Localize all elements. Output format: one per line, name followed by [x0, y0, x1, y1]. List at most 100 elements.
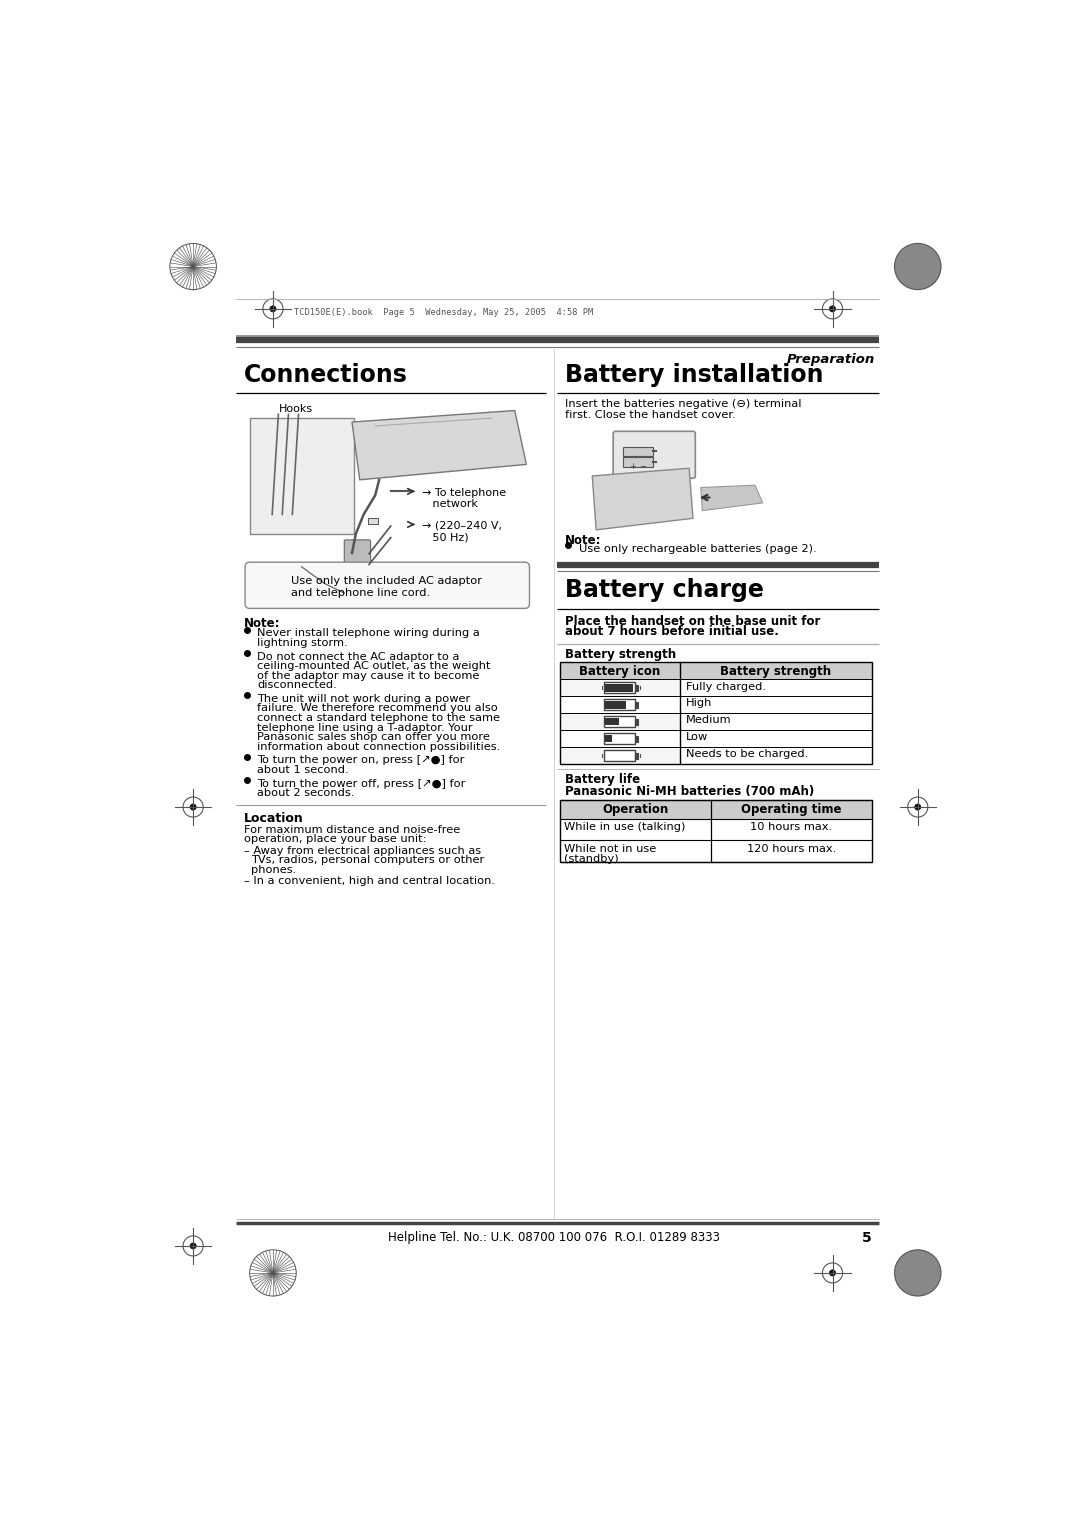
Text: → (220–240 V,
   50 Hz): → (220–240 V, 50 Hz) [422, 521, 502, 542]
Circle shape [894, 243, 941, 290]
Text: Panasonic Ni-MH batteries (700 mAh): Panasonic Ni-MH batteries (700 mAh) [565, 785, 814, 798]
Bar [679, 697, 872, 714]
Text: Medium: Medium [686, 715, 731, 726]
Text: Hooks: Hooks [279, 405, 312, 414]
Text: +: + [629, 461, 635, 471]
Bar [559, 801, 872, 862]
Bar [559, 697, 679, 714]
Text: first. Close the handset cover.: first. Close the handset cover. [565, 410, 735, 420]
Text: Battery installation: Battery installation [565, 362, 824, 387]
Text: (standby): (standby) [565, 854, 619, 863]
Bar [635, 753, 638, 758]
Text: disconnected.: disconnected. [257, 680, 337, 691]
Circle shape [829, 1270, 836, 1276]
Text: about 2 seconds.: about 2 seconds. [257, 788, 355, 798]
Text: Low: Low [686, 732, 708, 743]
Bar [604, 733, 635, 744]
Bar [559, 680, 679, 697]
FancyBboxPatch shape [249, 419, 354, 533]
Bar [604, 683, 635, 694]
Text: – Away from electrical appliances such as: – Away from electrical appliances such a… [243, 845, 481, 856]
FancyBboxPatch shape [245, 562, 529, 608]
Text: about 7 hours before initial use.: about 7 hours before initial use. [565, 625, 779, 639]
Text: The unit will not work during a power: The unit will not work during a power [257, 694, 471, 704]
Bar [559, 730, 679, 747]
Bar [711, 840, 872, 862]
Bar [559, 662, 872, 764]
Circle shape [829, 306, 836, 312]
Text: Note:: Note: [565, 533, 602, 547]
FancyBboxPatch shape [613, 431, 696, 478]
Text: To turn the power off, press [↗●] for: To turn the power off, press [↗●] for [257, 779, 465, 788]
Bar [559, 714, 679, 730]
Bar [679, 730, 872, 747]
Bar [606, 685, 611, 692]
Bar [679, 662, 872, 680]
Bar [604, 750, 635, 761]
Text: −: − [639, 461, 647, 471]
Text: 120 hours max.: 120 hours max. [746, 843, 836, 854]
Text: Operation: Operation [603, 804, 669, 816]
Text: Battery strength: Battery strength [720, 665, 832, 677]
Bar [623, 446, 652, 455]
Text: failure. We therefore recommend you also: failure. We therefore recommend you also [257, 703, 498, 714]
Polygon shape [592, 468, 693, 530]
Text: High: High [686, 698, 713, 709]
Text: Needs to be charged.: Needs to be charged. [686, 749, 808, 759]
Text: Do not connect the AC adaptor to a: Do not connect the AC adaptor to a [257, 651, 460, 662]
Text: 10 hours max.: 10 hours max. [751, 822, 833, 833]
Bar [559, 662, 679, 680]
Text: Panasonic sales shop can offer you more: Panasonic sales shop can offer you more [257, 732, 490, 743]
Text: Fully charged.: Fully charged. [686, 681, 766, 692]
Text: Use only rechargeable batteries (page 2).: Use only rechargeable batteries (page 2)… [579, 544, 816, 553]
Text: Battery icon: Battery icon [579, 665, 660, 677]
Bar [635, 720, 638, 724]
Bar [559, 819, 711, 840]
Bar [367, 518, 378, 524]
FancyBboxPatch shape [345, 539, 370, 565]
Text: Insert the batteries negative (⊖) terminal: Insert the batteries negative (⊖) termin… [565, 399, 801, 410]
Text: connect a standard telephone to the same: connect a standard telephone to the same [257, 714, 500, 723]
Bar [606, 701, 611, 709]
Bar [679, 680, 872, 697]
Text: Connections: Connections [243, 362, 407, 387]
Text: TVs, radios, personal computers or other: TVs, radios, personal computers or other [252, 856, 485, 865]
Text: 5: 5 [862, 1230, 872, 1245]
Text: Note:: Note: [243, 617, 280, 630]
Text: For maximum distance and noise-free: For maximum distance and noise-free [243, 825, 460, 834]
Bar [604, 700, 635, 711]
Text: Battery life: Battery life [565, 773, 640, 787]
Bar [635, 703, 638, 707]
Bar [711, 801, 872, 819]
Text: lightning storm.: lightning storm. [257, 639, 348, 648]
Text: TCD150E(E).book  Page 5  Wednesday, May 25, 2005  4:58 PM: TCD150E(E).book Page 5 Wednesday, May 25… [294, 309, 593, 318]
Text: Place the handset on the base unit for: Place the handset on the base unit for [565, 614, 821, 628]
Circle shape [190, 804, 197, 810]
Text: ceiling-mounted AC outlet, as the weight: ceiling-mounted AC outlet, as the weight [257, 662, 491, 671]
Circle shape [894, 1250, 941, 1296]
Bar [626, 685, 633, 692]
Text: Never install telephone wiring during a: Never install telephone wiring during a [257, 628, 481, 639]
Bar [679, 714, 872, 730]
Text: information about connection possibilities.: information about connection possibiliti… [257, 743, 501, 752]
Bar [606, 718, 611, 726]
Bar [711, 819, 872, 840]
Bar [604, 717, 635, 727]
Text: Operating time: Operating time [741, 804, 841, 816]
Bar [559, 840, 711, 862]
Text: – In a convenient, high and central location.: – In a convenient, high and central loca… [243, 876, 495, 886]
Bar [559, 801, 711, 819]
Text: To turn the power on, press [↗●] for: To turn the power on, press [↗●] for [257, 755, 464, 766]
Text: of the adaptor may cause it to become: of the adaptor may cause it to become [257, 671, 480, 681]
Text: Location: Location [243, 813, 303, 825]
Circle shape [190, 1242, 197, 1248]
Bar [612, 718, 619, 726]
Text: Preparation: Preparation [787, 353, 875, 365]
Text: telephone line using a T-adaptor. Your: telephone line using a T-adaptor. Your [257, 723, 473, 733]
Bar [612, 701, 619, 709]
Text: about 1 second.: about 1 second. [257, 766, 349, 775]
Bar [635, 736, 638, 741]
Bar [623, 457, 652, 466]
Bar [612, 685, 619, 692]
Text: operation, place your base unit:: operation, place your base unit: [243, 834, 426, 845]
